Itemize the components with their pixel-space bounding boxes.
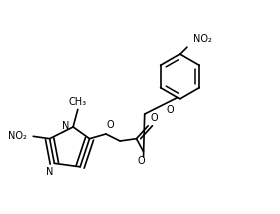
Text: N: N [46,167,53,177]
Text: O: O [167,105,174,115]
Text: O: O [137,156,145,166]
Text: O: O [107,120,114,130]
Text: N: N [62,121,70,131]
Text: NO₂: NO₂ [8,131,27,141]
Text: O: O [151,113,158,123]
Text: CH₃: CH₃ [69,97,87,107]
Text: NO₂: NO₂ [193,34,212,44]
